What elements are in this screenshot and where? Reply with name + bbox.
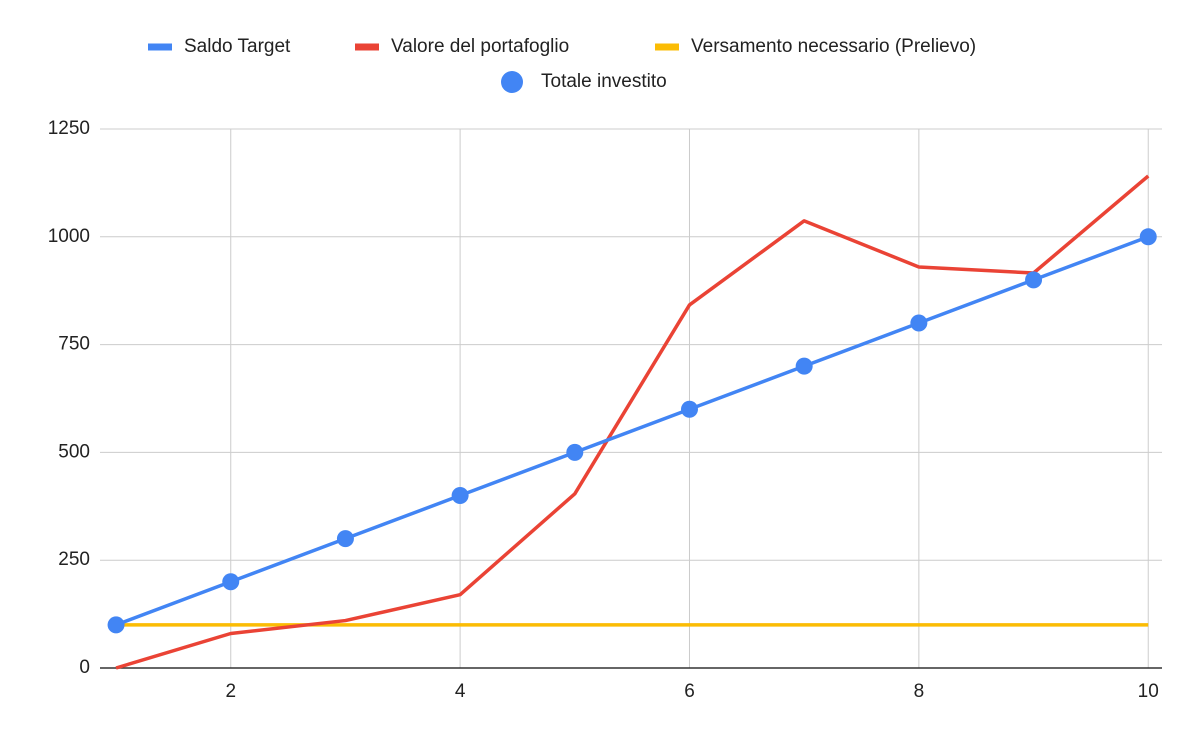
y-tick-label: 750 [58,334,90,355]
marker [680,400,698,418]
legend-label: Saldo Target [184,36,291,57]
legend-swatch [501,71,523,93]
marker [566,443,584,461]
marker [336,530,354,548]
y-tick-label: 1000 [48,226,90,247]
marker [1139,228,1157,246]
y-tick-label: 0 [79,657,90,678]
y-tick-label: 1250 [48,118,90,139]
y-tick-label: 500 [58,441,90,462]
series-line [115,174,1150,670]
legend-label: Versamento necessario (Prelievo) [691,36,976,57]
legend-swatch [148,43,172,51]
legend-swatch [355,43,379,51]
marker [910,314,928,332]
marker [1025,271,1043,289]
x-tick-label: 8 [914,681,925,702]
legend-label: Valore del portafoglio [391,36,569,57]
series-line [115,235,1149,627]
y-tick-label: 250 [58,549,90,570]
x-tick-label: 10 [1138,681,1159,702]
marker [451,487,469,505]
marker [107,616,125,634]
legend-swatch [655,43,679,51]
x-tick-label: 6 [684,681,695,702]
marker [795,357,813,375]
x-tick-label: 2 [225,681,236,702]
legend-label: Totale investito [541,71,667,92]
marker [222,573,240,591]
x-tick-label: 4 [455,681,466,702]
